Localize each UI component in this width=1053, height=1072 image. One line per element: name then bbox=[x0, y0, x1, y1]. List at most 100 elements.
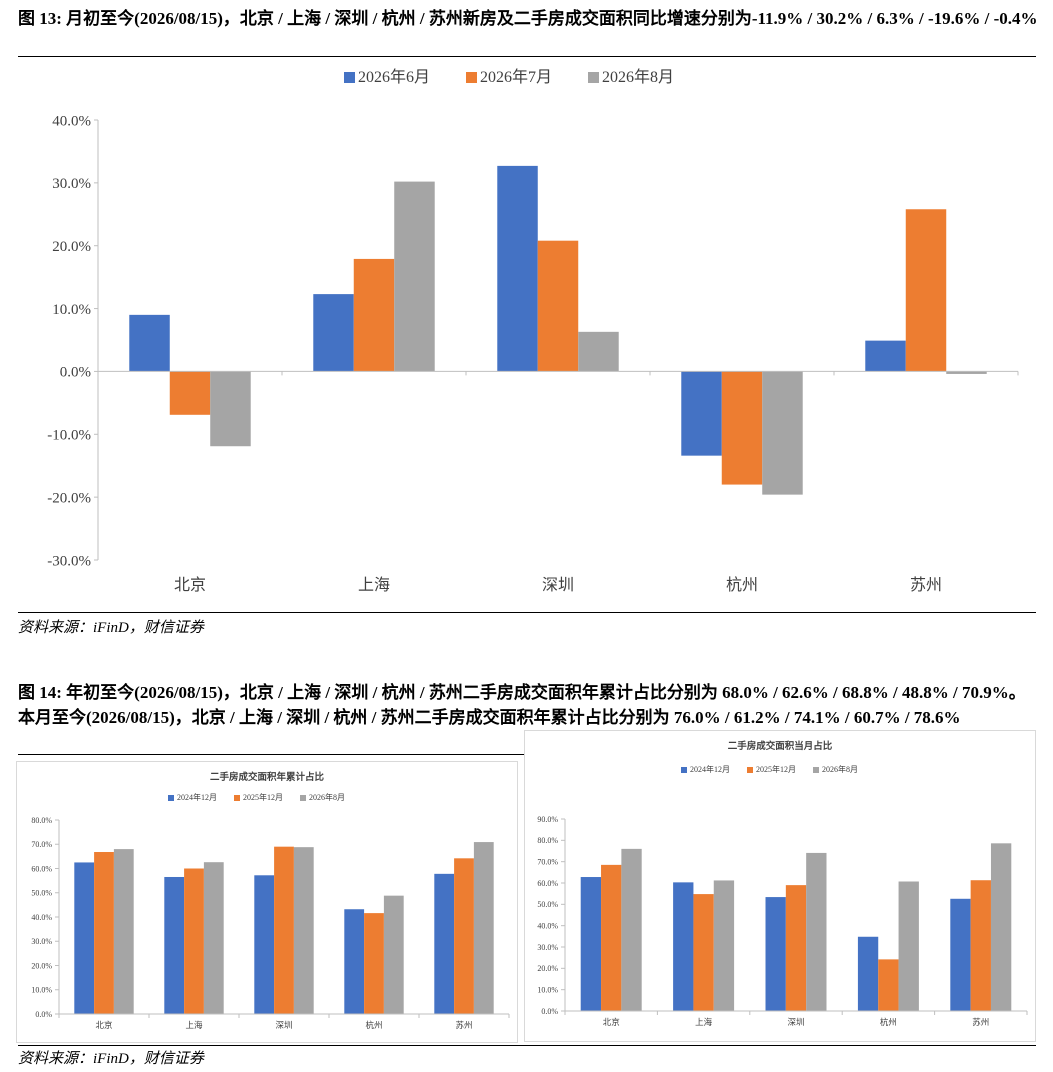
y-tick-label: -30.0% bbox=[47, 553, 91, 569]
legend-label-1: 2026年6月 bbox=[358, 68, 430, 86]
bar-深圳-series-2 bbox=[785, 885, 807, 1011]
chart-14b-panel: 二手房成交面积当月占比 2024年12月 2025年12月 2026年8月 0.0% 10… bbox=[524, 730, 1036, 1042]
y-tick-label: 10.0% bbox=[31, 986, 52, 995]
y-tick-label: 30.0% bbox=[537, 943, 558, 952]
bar-杭州-series-3 bbox=[762, 371, 803, 495]
legend-swatch-2 bbox=[466, 72, 477, 83]
bar-北京-series-2 bbox=[169, 371, 211, 415]
x-category-label: 杭州 bbox=[880, 1017, 897, 1027]
bar-深圳-series-3 bbox=[293, 847, 314, 1014]
y-tick-label: 30.0% bbox=[31, 937, 52, 946]
bar-上海-series-2 bbox=[184, 868, 204, 1014]
figure-14-title: 图 14: 年初至今(2026/08/15)，北京 / 上海 / 深圳 / 杭州… bbox=[18, 683, 1026, 727]
legend: 2024年12月 2025年12月 2026年8月 bbox=[168, 792, 345, 802]
x-category-label: 苏州 bbox=[910, 576, 942, 594]
bar-北京-series-3 bbox=[621, 848, 642, 1011]
bar-杭州-series-2 bbox=[364, 913, 384, 1014]
y-tick-label: 50.0% bbox=[537, 900, 558, 909]
x-category-label: 深圳 bbox=[275, 1020, 292, 1030]
bar-北京-series-1 bbox=[129, 314, 170, 372]
bar-上海-series-3 bbox=[203, 862, 224, 1014]
bar-苏州-series-2 bbox=[454, 858, 474, 1014]
bar-北京-series-3 bbox=[113, 849, 134, 1014]
bar-北京-series-2 bbox=[94, 852, 114, 1014]
y-tick-label: 10.0% bbox=[52, 302, 91, 318]
x-category-label: 深圳 bbox=[542, 576, 574, 594]
chart-14b-svg: 二手房成交面积当月占比 2024年12月 2025年12月 2026年8月 0.0% 10… bbox=[537, 740, 1028, 1027]
y-tick-label: 80.0% bbox=[537, 836, 558, 845]
y-tick-label: 60.0% bbox=[537, 879, 558, 888]
legend-swatch-2 bbox=[234, 795, 240, 801]
legend: 2024年12月 2025年12月 2026年8月 bbox=[681, 764, 858, 774]
legend-swatch-1 bbox=[168, 795, 174, 801]
x-category-label: 杭州 bbox=[365, 1020, 382, 1030]
legend-label-3: 2026年8月 bbox=[309, 792, 345, 802]
legend-swatch-1 bbox=[344, 72, 355, 83]
x-category-label: 深圳 bbox=[787, 1017, 804, 1027]
bar-北京-series-1 bbox=[74, 862, 95, 1014]
legend-swatch-3 bbox=[588, 72, 599, 83]
bar-杭州-series-2 bbox=[721, 371, 763, 485]
bar-上海-series-2 bbox=[693, 894, 714, 1011]
bar-苏州-series-1 bbox=[434, 873, 455, 1014]
y-tick-label: 20.0% bbox=[31, 961, 52, 970]
bar-北京-series-3 bbox=[210, 371, 251, 447]
chart-14a-svg: 二手房成交面积年累计占比 2024年12月 2025年12月 2026年8月 0.0% 1… bbox=[31, 771, 510, 1030]
y-tick-label: -20.0% bbox=[47, 490, 91, 506]
legend-swatch-3 bbox=[300, 795, 306, 801]
y-tick-label: 80.0% bbox=[31, 816, 52, 825]
y-tick-label: 0.0% bbox=[35, 1010, 52, 1019]
bar-杭州-series-3 bbox=[898, 881, 919, 1011]
legend-swatch-1 bbox=[681, 767, 687, 773]
x-category-label: 上海 bbox=[695, 1017, 713, 1027]
bar-苏州-series-3 bbox=[946, 371, 987, 374]
legend-swatch-3 bbox=[813, 767, 819, 773]
legend-label-1: 2024年12月 bbox=[690, 764, 730, 774]
y-tick-label: 40.0% bbox=[31, 913, 52, 922]
bar-苏州-series-3 bbox=[473, 842, 494, 1014]
bar-深圳-series-1 bbox=[765, 897, 786, 1011]
y-tick-label: 20.0% bbox=[52, 239, 91, 255]
x-category-label: 北京 bbox=[95, 1020, 112, 1030]
legend-label-3: 2026年8月 bbox=[602, 68, 674, 86]
bar-上海-series-3 bbox=[394, 181, 435, 372]
y-tick-label: 10.0% bbox=[537, 985, 558, 994]
bar-上海-series-1 bbox=[673, 882, 694, 1011]
y-tick-label: 40.0% bbox=[537, 921, 558, 930]
legend-label-2: 2026年7月 bbox=[480, 68, 552, 86]
bar-杭州-series-3 bbox=[383, 895, 404, 1014]
figure-13-title: 图 13: 月初至今(2026/08/15)，北京 / 上海 / 深圳 / 杭州… bbox=[18, 9, 1038, 28]
bar-深圳-series-3 bbox=[578, 331, 619, 372]
bar-深圳-series-2 bbox=[274, 846, 294, 1014]
chart-13-panel: 2026年6月 2026年7月 2026年8月 -30.0% -20.0% -10.0% 0… bbox=[18, 60, 1036, 610]
bar-北京-series-2 bbox=[601, 864, 622, 1011]
figure-13-bottom-rule bbox=[18, 612, 1036, 613]
chart-13-svg: 2026年6月 2026年7月 2026年8月 -30.0% -20.0% -10.0% 0… bbox=[47, 68, 1019, 594]
chart-14a-panel: 二手房成交面积年累计占比 2024年12月 2025年12月 2026年8月 0.0% 1… bbox=[16, 761, 518, 1043]
bar-苏州-series-3 bbox=[990, 843, 1012, 1011]
bar-苏州-series-1 bbox=[865, 340, 906, 372]
bar-苏州-series-2 bbox=[970, 880, 991, 1011]
figure-14-source: 资料来源：iFinD，财信证券 bbox=[18, 1051, 204, 1067]
bar-深圳-series-1 bbox=[254, 875, 275, 1014]
legend-label-3: 2026年8月 bbox=[822, 764, 858, 774]
bar-深圳-series-1 bbox=[497, 165, 538, 372]
bar-上海-series-1 bbox=[313, 294, 354, 372]
legend-label-1: 2024年12月 bbox=[177, 792, 217, 802]
bar-上海-series-2 bbox=[353, 258, 395, 372]
chart-title: 二手房成交面积当月占比 bbox=[728, 740, 833, 752]
bar-北京-series-1 bbox=[580, 877, 602, 1011]
bar-深圳-series-2 bbox=[537, 240, 579, 372]
bar-上海-series-1 bbox=[164, 876, 185, 1014]
y-tick-label: 0.0% bbox=[541, 1007, 558, 1016]
x-category-label: 上海 bbox=[358, 576, 390, 594]
bar-苏州-series-1 bbox=[950, 898, 971, 1011]
y-tick-label: 30.0% bbox=[52, 176, 91, 192]
x-category-label: 北京 bbox=[174, 576, 206, 594]
x-category-label: 苏州 bbox=[972, 1017, 989, 1027]
y-tick-label: 60.0% bbox=[31, 864, 52, 873]
y-tick-label: 90.0% bbox=[537, 815, 558, 824]
y-tick-label: 70.0% bbox=[537, 857, 558, 866]
y-tick-label: 50.0% bbox=[31, 889, 52, 898]
y-tick-label: 0.0% bbox=[60, 365, 91, 381]
